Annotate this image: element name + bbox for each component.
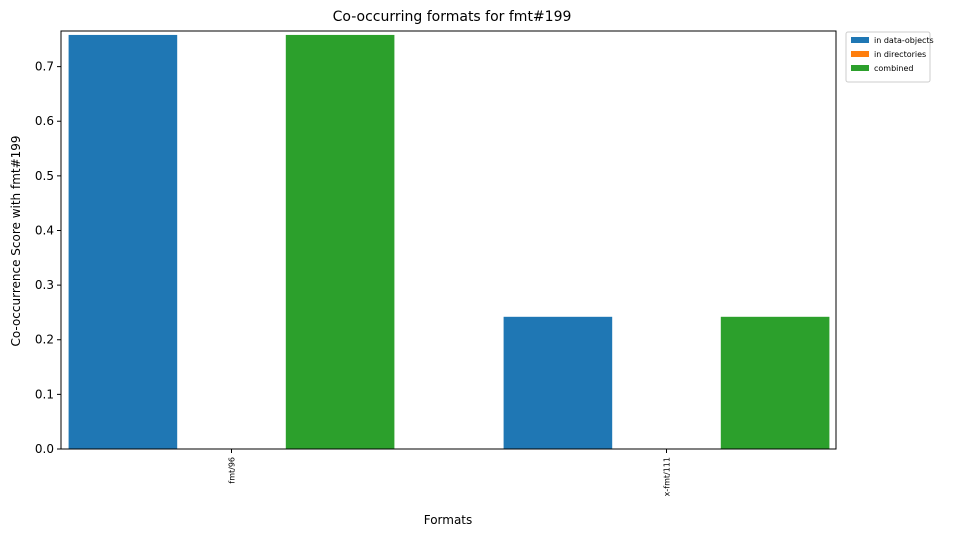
y-tick-label: 0.4 — [35, 223, 54, 237]
x-axis-label: Formats — [424, 513, 473, 527]
legend-label: in directories — [874, 50, 926, 59]
bars-group — [68, 34, 830, 450]
y-axis-label: Co-occurrence Score with fmt#199 — [9, 135, 23, 346]
y-tick-label: 0.7 — [35, 60, 54, 74]
legend-label: combined — [874, 64, 913, 73]
chart-title: Co-occurring formats for fmt#199 — [333, 9, 572, 25]
legend-swatch — [851, 51, 869, 57]
y-tick-label: 0.1 — [35, 387, 54, 401]
x-tick-label: x-fmt/111 — [663, 457, 672, 496]
plot-frame — [60, 30, 837, 450]
y-axis-ticks: 0.0 0.1 0.2 0.3 0.4 0.5 0.6 0.7 — [35, 60, 61, 456]
y-tick-label: 0.0 — [35, 442, 54, 456]
y-tick-label: 0.5 — [35, 169, 54, 183]
bar-fmt-96-series-0 — [68, 34, 178, 450]
bar-x-fmt-111-series-0 — [503, 316, 613, 449]
x-tick-label: fmt/96 — [228, 457, 237, 484]
bar-x-fmt-111-series-2 — [720, 316, 830, 449]
y-tick-label: 0.3 — [35, 278, 54, 292]
legend: in data-objects in directories combined — [845, 31, 934, 83]
y-tick-label: 0.2 — [35, 333, 54, 347]
legend-label: in data-objects — [874, 36, 934, 45]
legend-swatch — [851, 37, 869, 43]
legend-swatch — [851, 65, 869, 71]
y-tick-label: 0.6 — [35, 114, 54, 128]
x-axis-ticks: fmt/96 x-fmt/111 — [228, 449, 672, 496]
bar-fmt-96-series-2 — [285, 34, 395, 450]
